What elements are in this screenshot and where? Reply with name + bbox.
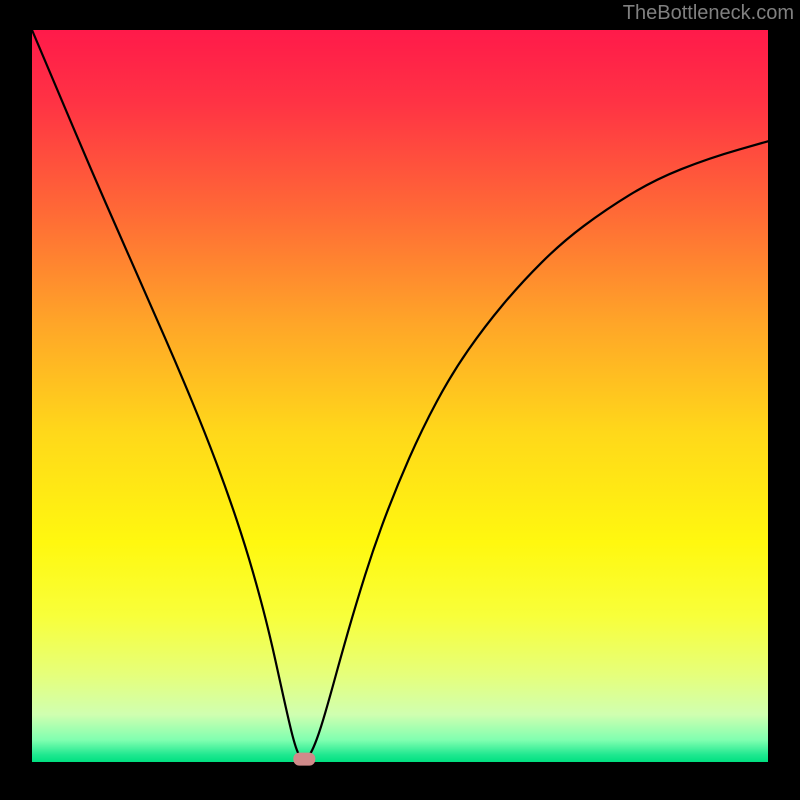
- plot-area: [0, 0, 800, 800]
- watermark-text: TheBottleneck.com: [623, 2, 794, 25]
- gradient-background: [32, 30, 768, 762]
- minimum-marker: [293, 753, 315, 766]
